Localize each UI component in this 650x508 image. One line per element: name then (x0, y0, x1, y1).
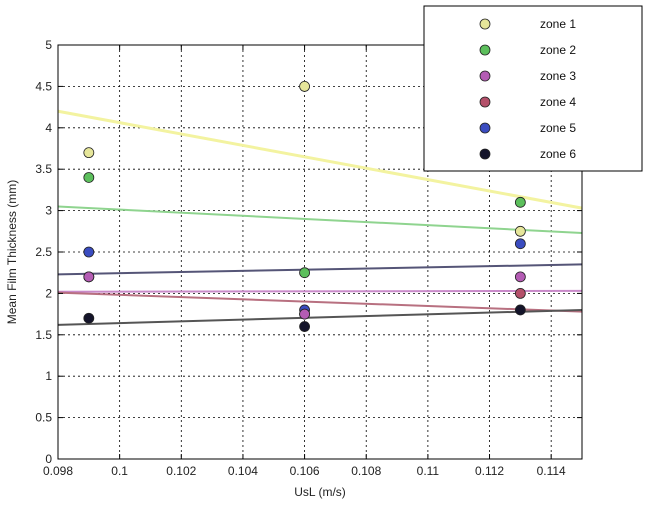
x-tick-label: 0.114 (537, 464, 566, 478)
data-point (299, 81, 310, 92)
trend-line (57, 289, 583, 293)
trend-line (57, 263, 583, 276)
data-point (299, 321, 310, 332)
x-tick-label: 0.108 (351, 464, 381, 478)
data-point (514, 225, 526, 237)
x-tick-label: 0.104 (228, 464, 258, 478)
x-tick-label: 0.11 (417, 464, 440, 478)
y-tick-label: 3.5 (35, 162, 52, 176)
y-tick-label: 5 (45, 38, 52, 52)
data-point (83, 312, 95, 324)
x-tick-label: 0.106 (290, 464, 320, 478)
y-tick-label: 4 (45, 121, 52, 135)
data-point (83, 172, 95, 183)
data-point (299, 308, 310, 320)
trend-line (57, 205, 583, 234)
legend-label: zone 6 (540, 147, 576, 161)
trend-lines (57, 109, 583, 326)
x-tick-label: 0.098 (43, 464, 73, 478)
legend-label: zone 2 (540, 43, 576, 57)
data-point (514, 196, 526, 208)
y-tick-label: 2.5 (35, 245, 52, 259)
trend-line (57, 308, 583, 326)
data-point (514, 271, 526, 283)
y-axis-ticks: 0 0.5 1 1.5 2 2.5 3 3.5 4 4.5 5 (35, 38, 582, 466)
data-point (83, 271, 95, 283)
legend-marker (479, 70, 491, 82)
trend-line (57, 291, 583, 313)
data-point (514, 287, 526, 299)
data-point (299, 267, 310, 279)
data-point (83, 246, 95, 258)
legend-box (423, 5, 643, 172)
legend-marker (479, 18, 491, 30)
y-tick-label: 3 (45, 204, 52, 218)
legend: zone 1 zone 2 zone 3 zone 4 zone 5 zone 6 (423, 5, 643, 172)
x-axis-label: UsL (m/s) (294, 485, 346, 499)
legend-label: zone 1 (540, 17, 576, 31)
y-tick-label: 4.5 (35, 79, 52, 93)
legend-label: zone 4 (540, 95, 576, 109)
y-tick-label: 2 (45, 286, 52, 300)
y-tick-label: 0.5 (35, 411, 52, 425)
y-axis-label: Mean Film Thickness (mm) (5, 180, 19, 324)
x-tick-label: 0.112 (475, 464, 504, 478)
y-tick-label: 1.5 (35, 328, 52, 342)
trend-line (57, 109, 583, 210)
legend-marker (479, 44, 491, 56)
legend-marker (479, 148, 491, 160)
y-tick-label: 1 (45, 369, 52, 383)
y-tick-label: 0 (45, 452, 52, 466)
data-point (83, 147, 95, 159)
data-point (514, 304, 526, 316)
legend-marker (479, 122, 491, 134)
x-tick-label: 0.1 (111, 464, 128, 478)
legend-label: zone 5 (540, 121, 576, 135)
legend-marker (479, 96, 491, 108)
legend-label: zone 3 (540, 69, 576, 83)
x-axis-ticks: 0.098 0.1 0.102 0.104 0.106 0.108 0.11 0.112 0.1… (43, 45, 566, 478)
data-point (514, 238, 526, 250)
data-points (83, 81, 526, 332)
x-tick-label: 0.102 (166, 464, 196, 478)
